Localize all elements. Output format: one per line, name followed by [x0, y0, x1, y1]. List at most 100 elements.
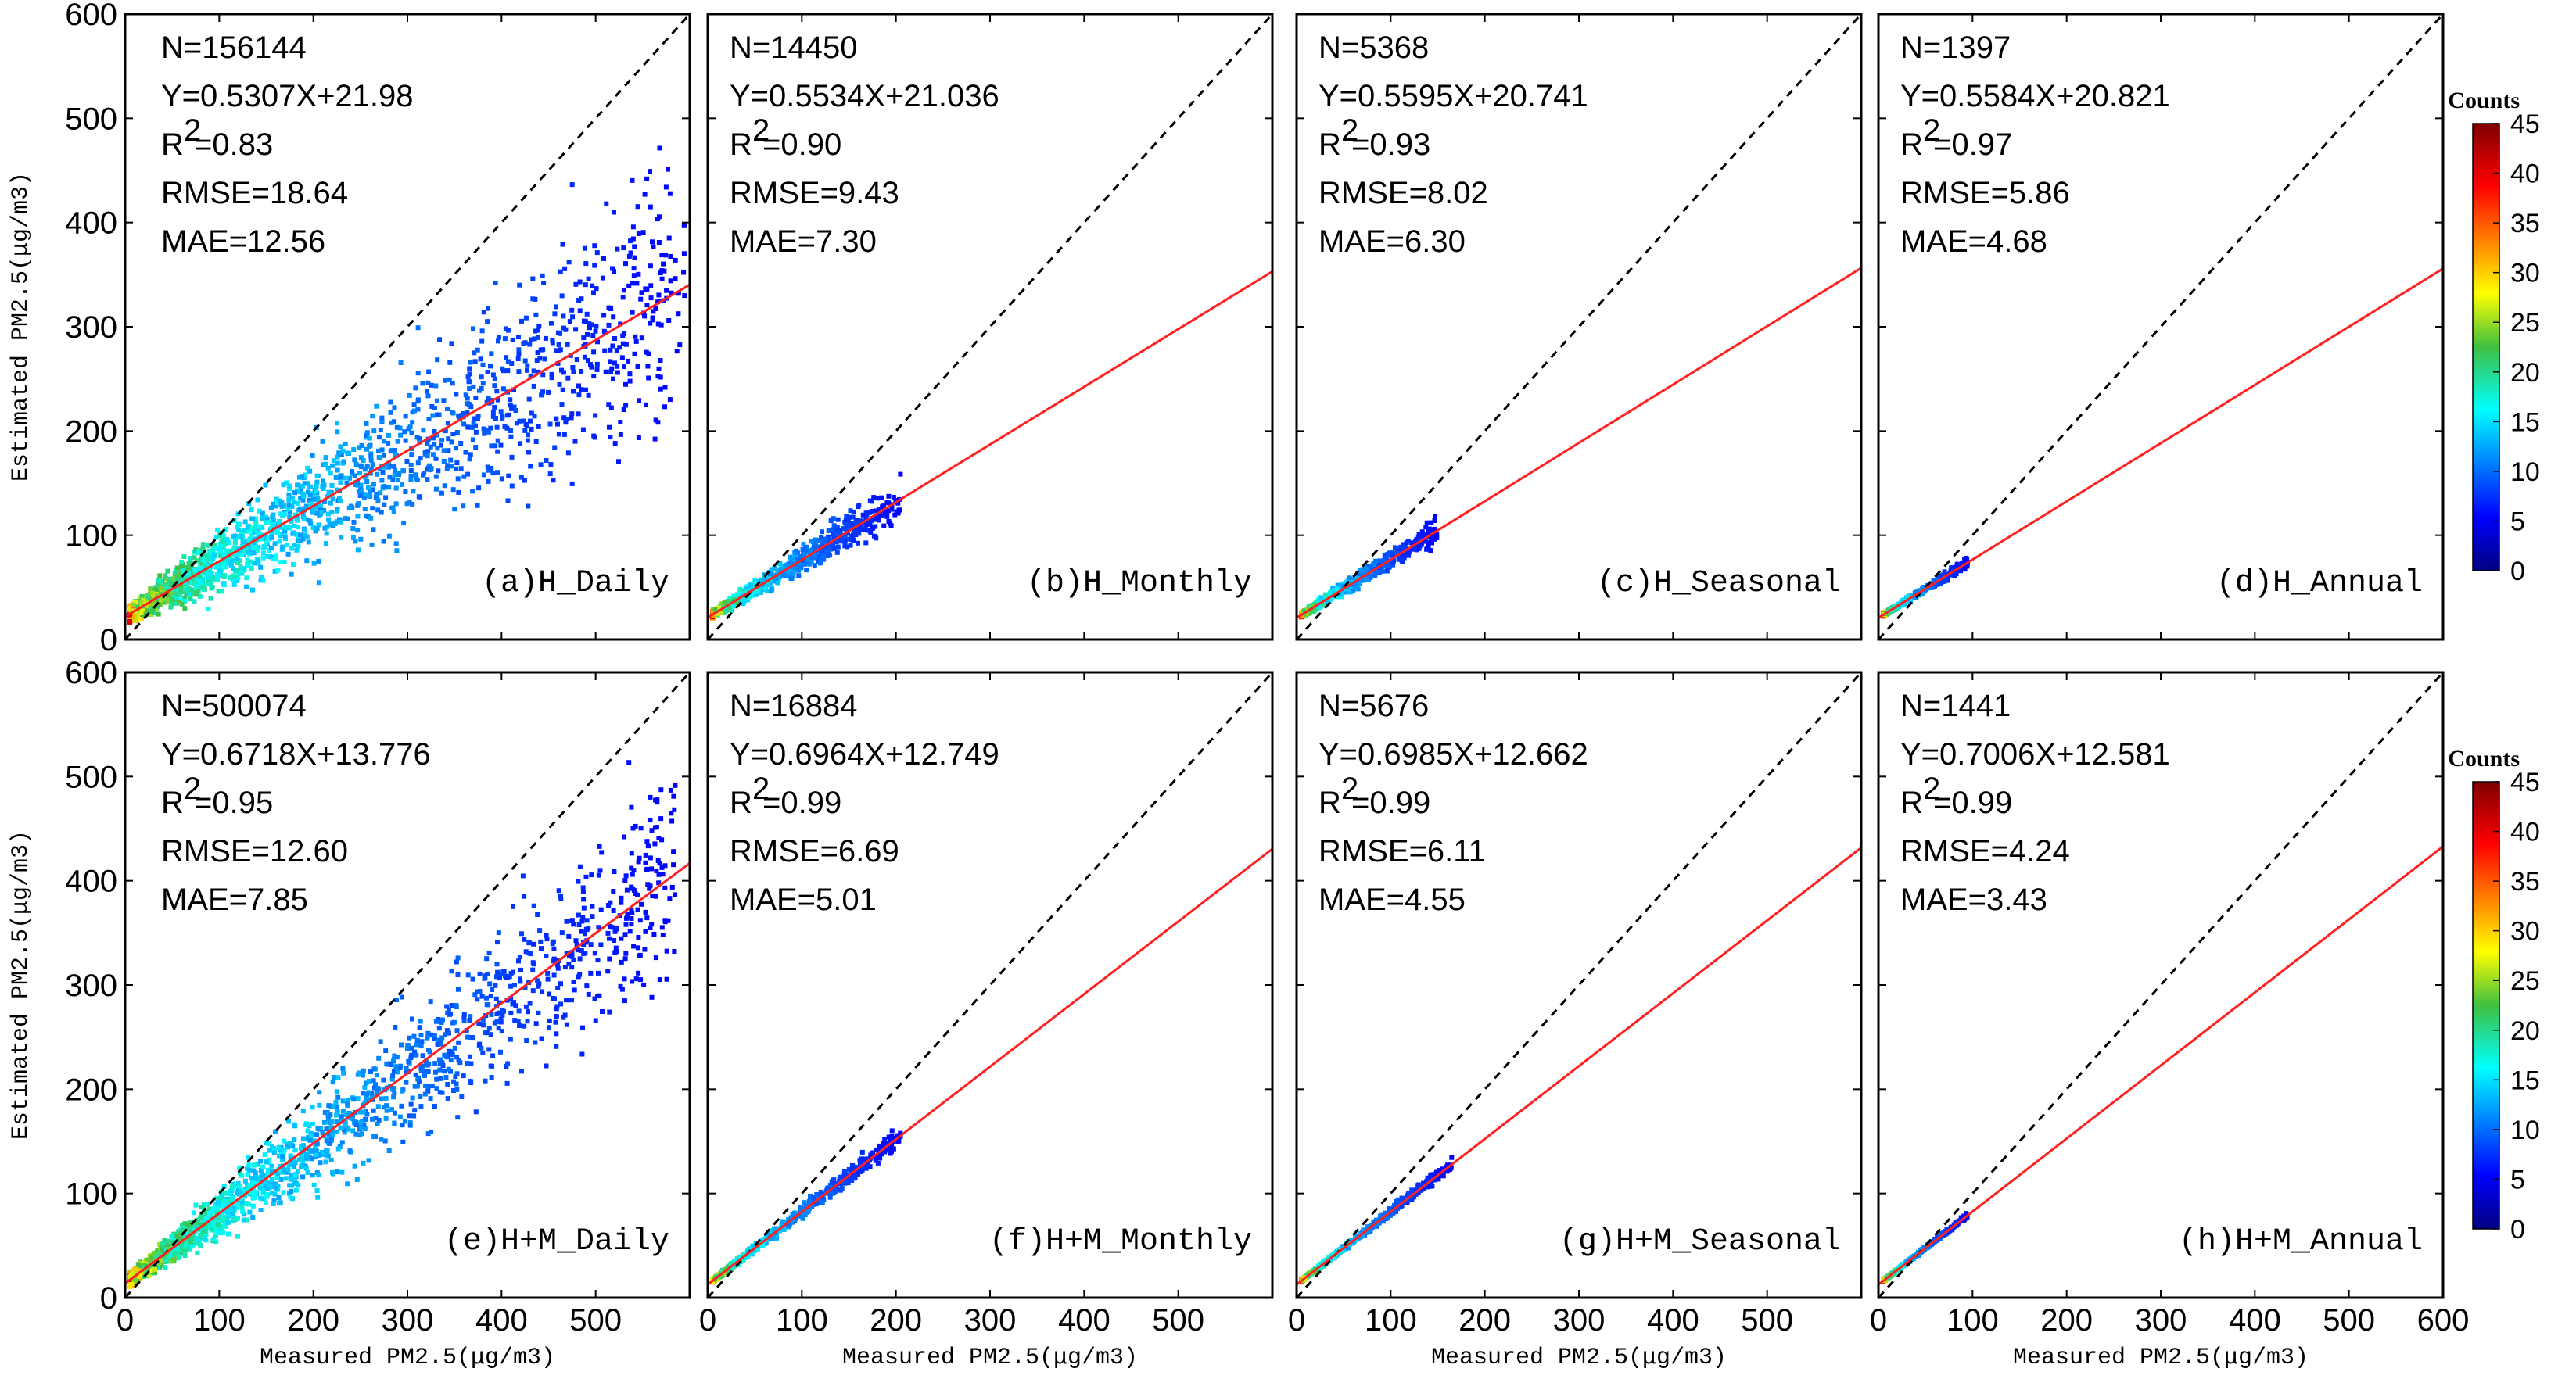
scatter-point — [891, 495, 896, 500]
scatter-point — [743, 586, 748, 591]
scatter-point — [789, 576, 795, 582]
scatter-point — [644, 176, 650, 181]
scatter-point — [630, 177, 635, 183]
scatter-point — [335, 454, 340, 460]
scatter-point — [239, 534, 244, 539]
scatter-point — [347, 475, 353, 481]
scatter-point — [586, 276, 591, 281]
scatter-point — [644, 839, 650, 844]
scatter-point — [1943, 576, 1948, 582]
scatter-point — [1318, 602, 1324, 607]
scatter-point — [386, 432, 391, 438]
scatter-point — [851, 509, 856, 514]
scatter-point — [558, 269, 563, 274]
scatter-point — [644, 303, 650, 308]
scatter-point — [1354, 583, 1360, 589]
panel-label: (b)H_Monthly — [1027, 566, 1252, 601]
scatter-point — [442, 1069, 447, 1074]
scatter-point — [170, 597, 175, 603]
scatter-point — [266, 536, 271, 542]
scatter-point — [798, 565, 804, 571]
scatter-point — [812, 552, 817, 557]
scatter-point — [277, 539, 282, 544]
scatter-point — [644, 287, 649, 292]
scatter-point — [165, 599, 170, 604]
scatter-point — [508, 403, 513, 408]
scatter-point — [502, 336, 508, 342]
scatter-point — [660, 933, 666, 937]
scatter-point — [563, 327, 569, 332]
scatter-point — [833, 528, 838, 533]
scatter-point — [130, 614, 135, 620]
scatter-point — [521, 418, 526, 424]
scatter-point — [1913, 590, 1918, 596]
scatter-point — [206, 549, 212, 554]
scatter-point — [548, 462, 554, 467]
scatter-point — [479, 338, 485, 344]
scatter-point — [530, 296, 536, 302]
scatter-point — [1428, 538, 1433, 543]
scatter-point — [608, 435, 613, 440]
scatter-point — [179, 601, 185, 607]
scatter-point — [874, 508, 879, 514]
scatter-point — [281, 482, 286, 488]
scatter-point — [834, 532, 840, 537]
scatter-point — [584, 311, 590, 317]
scatter-point — [218, 548, 224, 553]
scatter-point — [622, 364, 626, 370]
scatter-point — [664, 288, 669, 293]
scatter-point — [350, 1128, 356, 1134]
scatter-point — [192, 599, 197, 604]
scatter-point — [153, 587, 159, 592]
scatter-point — [392, 464, 397, 469]
scatter-point — [441, 398, 447, 403]
scatter-point — [616, 459, 621, 464]
scatter-point — [379, 478, 385, 483]
scatter-point — [573, 327, 579, 332]
scatter-point — [305, 1170, 310, 1175]
scatter-point — [216, 589, 221, 594]
scatter-point — [538, 347, 544, 353]
scatter-point — [630, 236, 636, 242]
scatter-point — [773, 576, 778, 581]
scatter-point — [777, 567, 783, 572]
scatter-point — [408, 477, 414, 482]
scatter-point — [387, 475, 393, 480]
scatter-point — [168, 581, 174, 586]
scatter-point — [357, 493, 363, 498]
scatter-point — [644, 866, 650, 872]
scatter-point — [534, 358, 540, 363]
scatter-point — [612, 210, 616, 215]
scatter-point — [232, 540, 238, 545]
scatter-point — [566, 961, 572, 966]
scatter-point — [426, 417, 432, 422]
scatter-point — [526, 450, 532, 455]
scatter-point — [784, 564, 790, 569]
scatter-point — [592, 243, 597, 249]
scatter-point — [373, 1116, 379, 1121]
scatter-point — [824, 548, 830, 553]
scatter-point — [369, 1094, 375, 1099]
scatter-point — [1905, 595, 1910, 600]
scatter-point — [856, 531, 862, 536]
scatter-point — [205, 556, 210, 561]
scatter-point — [565, 342, 570, 347]
scatter-point — [492, 383, 497, 389]
scatter-point — [640, 230, 646, 235]
scatter-point — [426, 369, 432, 374]
scatter-point — [249, 532, 254, 538]
scatter-point — [465, 471, 471, 477]
scatter-point — [484, 1002, 490, 1008]
scatter-point — [367, 444, 372, 449]
scatter-point — [255, 1162, 260, 1167]
scatter-point — [651, 309, 656, 314]
scatter-point — [314, 1170, 320, 1175]
scatter-point — [827, 553, 833, 558]
scatter-point — [441, 448, 447, 453]
scatter-point — [415, 371, 421, 376]
scatter-point — [308, 484, 314, 489]
scatter-point — [251, 550, 257, 556]
scatter-point — [279, 504, 285, 509]
scatter-point — [484, 399, 490, 405]
